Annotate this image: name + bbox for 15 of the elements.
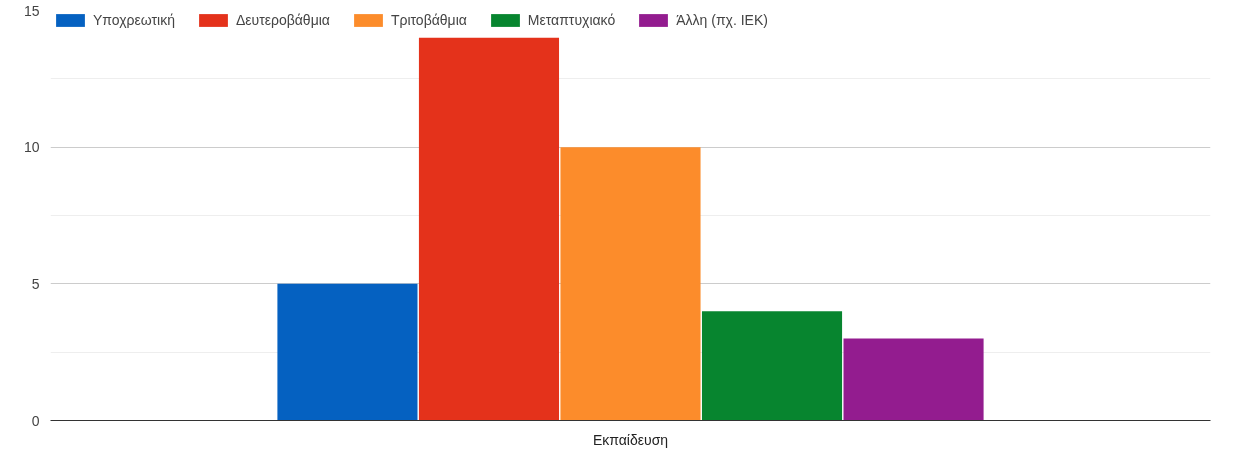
y-tick-label: 0 xyxy=(31,412,40,429)
bar xyxy=(418,37,560,421)
legend-label: Μεταπτυχιακό xyxy=(527,12,616,28)
legend-label: Υποχρεωτική xyxy=(93,12,175,28)
bar xyxy=(560,147,701,421)
bar xyxy=(843,338,984,421)
bar xyxy=(277,283,418,421)
y-tick-label: 5 xyxy=(31,275,40,292)
legend-label: Δευτεροβάθμια xyxy=(235,12,330,28)
legend-label: Άλλη (πχ. ΙΕΚ) xyxy=(676,12,768,28)
y-tick-label: 15 xyxy=(23,2,40,19)
x-tick-label: Εκπαίδευση xyxy=(592,431,669,448)
y-tick-label: 10 xyxy=(23,139,40,156)
legend-label: Τριτοβάθμια xyxy=(390,12,467,28)
bar xyxy=(701,311,843,421)
